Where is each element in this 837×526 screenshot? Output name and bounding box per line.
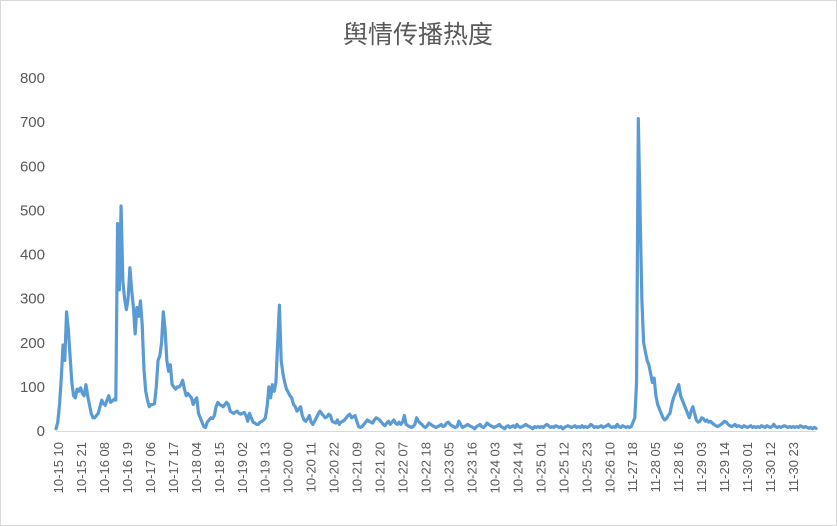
x-tick-label: 11-30 01 bbox=[740, 442, 755, 492]
x-tick-label: 10-24 14 bbox=[510, 442, 525, 493]
x-tick-label: 11-30 23 bbox=[786, 442, 801, 492]
x-tick-label: 10-20 11 bbox=[304, 442, 319, 492]
x-tick-label: 11-28 05 bbox=[648, 442, 663, 492]
y-tick-label: 100 bbox=[20, 379, 45, 396]
x-tick-label: 10-16 19 bbox=[120, 442, 135, 493]
x-axis: 10-15 10 10-15 21 10-16 08 10-16 19 10-17 06… bbox=[51, 442, 801, 493]
x-tick-label: 10-23 05 bbox=[441, 442, 456, 493]
x-tick-label: 10-21 20 bbox=[373, 442, 388, 493]
x-tick-label: 10-18 04 bbox=[189, 442, 204, 493]
series-line bbox=[54, 116, 818, 431]
x-tick-label: 10-21 09 bbox=[350, 442, 365, 493]
x-tick-label: 10-23 16 bbox=[464, 442, 479, 493]
x-tick-label: 10-25 12 bbox=[556, 442, 571, 493]
x-tick-label: 10-19 02 bbox=[235, 442, 250, 493]
x-tick-label: 10-19 13 bbox=[258, 442, 273, 493]
plot-area bbox=[54, 116, 818, 432]
x-tick-label: 10-17 17 bbox=[166, 442, 181, 493]
x-tick-label: 10-22 18 bbox=[419, 442, 434, 493]
x-tick-label: 10-15 21 bbox=[74, 442, 89, 493]
x-tick-label: 10-24 03 bbox=[487, 442, 502, 493]
x-tick-label: 10-18 15 bbox=[212, 442, 227, 493]
x-tick-label: 11-30 12 bbox=[763, 442, 778, 492]
x-tick-label: 10-25 23 bbox=[579, 442, 594, 493]
y-tick-label: 300 bbox=[20, 291, 45, 308]
x-tick-label: 10-15 10 bbox=[51, 442, 66, 493]
x-tick-label: 10-17 06 bbox=[143, 442, 158, 493]
y-tick-label: 0 bbox=[37, 423, 45, 440]
y-tick-label: 500 bbox=[20, 202, 45, 219]
x-tick-label: 10-22 07 bbox=[396, 442, 411, 493]
x-tick-label: 10-25 01 bbox=[533, 442, 548, 493]
y-axis: 0 100 200 300 400 500 600 700 800 bbox=[20, 70, 45, 440]
x-tick-label: 10-20 22 bbox=[327, 442, 342, 493]
x-tick-label: 11-29 03 bbox=[694, 442, 709, 492]
chart-title: 舆情传播热度 bbox=[343, 20, 493, 49]
x-tick-label: 10-20 00 bbox=[281, 442, 296, 493]
y-tick-label: 200 bbox=[20, 335, 45, 352]
y-tick-label: 800 bbox=[20, 70, 45, 87]
x-tick-label: 11-29 14 bbox=[717, 442, 732, 492]
y-tick-label: 700 bbox=[20, 114, 45, 131]
y-tick-label: 400 bbox=[20, 247, 45, 264]
y-tick-label: 600 bbox=[20, 158, 45, 175]
x-tick-label: 11-28 16 bbox=[671, 442, 686, 492]
x-tick-label: 11-27 18 bbox=[625, 442, 640, 492]
x-tick-label: 10-26 10 bbox=[602, 442, 617, 493]
x-tick-label: 10-16 08 bbox=[97, 442, 112, 493]
